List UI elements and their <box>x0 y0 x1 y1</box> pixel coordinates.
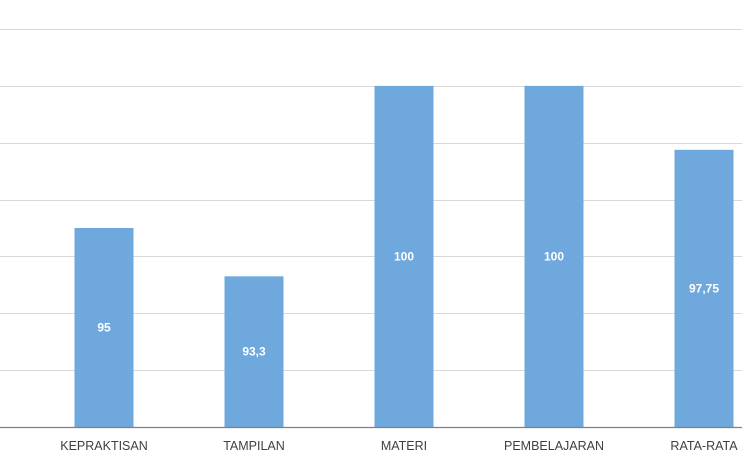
category-label: PEMBELAJARAN <box>504 439 604 453</box>
category-label: RATA-RATA <box>670 439 738 453</box>
bar-materi <box>374 85 434 427</box>
bars <box>74 85 734 428</box>
bar-rata-rata <box>674 149 734 428</box>
bar-kepraktisan <box>74 228 134 427</box>
category-labels: KEPRAKTISAN TAMPILAN MATERI PEMBELAJARAN RAT… <box>60 439 738 453</box>
data-label: 95 <box>97 321 111 335</box>
category-label: MATERI <box>381 439 427 453</box>
data-label: 93,3 <box>242 345 266 359</box>
category-label: KEPRAKTISAN <box>60 439 148 453</box>
data-label: 100 <box>394 249 414 263</box>
data-labels: 95 93,3 100 100 97,75 <box>97 249 719 358</box>
bar-tampilan <box>224 276 284 427</box>
data-label: 100 <box>544 249 564 263</box>
bar-pembelajaran <box>524 85 584 427</box>
data-label: 97,75 <box>689 281 719 295</box>
category-label: TAMPILAN <box>223 439 285 453</box>
